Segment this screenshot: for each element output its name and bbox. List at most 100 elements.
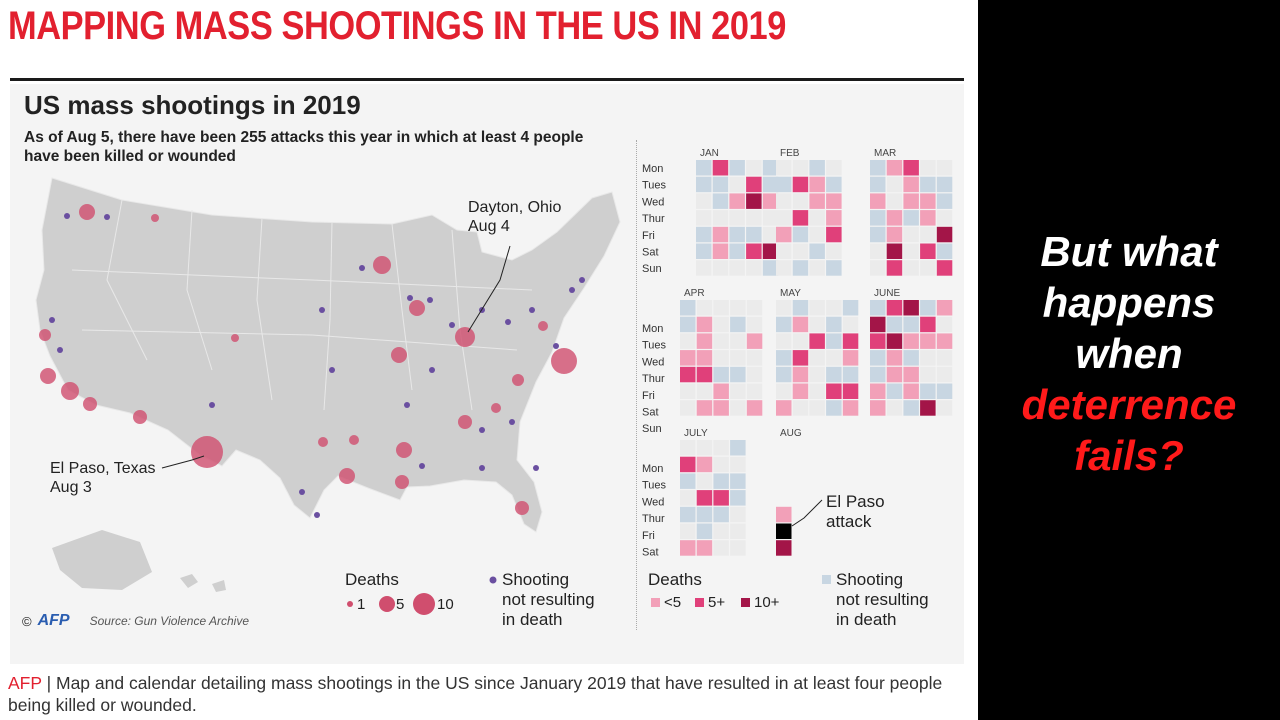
infographic-subtitle: As of Aug 5, there have been 255 attacks… xyxy=(24,129,584,165)
calendar-cell xyxy=(903,400,919,416)
map-dot-nonfatal xyxy=(427,297,433,303)
credit-line: © AFP Source: Gun Violence Archive xyxy=(22,612,249,630)
calendar-cell xyxy=(826,160,842,176)
cal-legend-gte10: 10+ xyxy=(754,594,780,611)
calendar-cell xyxy=(826,260,842,276)
calendar-cell xyxy=(809,383,825,399)
calendar-cell xyxy=(776,540,792,556)
calendar-cell xyxy=(696,473,713,489)
calendar-cell xyxy=(746,300,763,316)
calendar-cell xyxy=(920,193,936,209)
calendar-cell xyxy=(870,350,886,366)
calendar-cell xyxy=(936,300,953,316)
calendar-cell xyxy=(730,473,746,489)
calendar-cell xyxy=(870,400,886,416)
calendar-cell xyxy=(936,243,953,259)
calendar-cell xyxy=(680,490,696,506)
calendar-cell xyxy=(713,350,729,366)
calendar-cell xyxy=(870,366,886,383)
map-dot-fatal xyxy=(61,382,79,400)
calendar-cell xyxy=(809,260,825,276)
map-dot-nonfatal xyxy=(505,319,511,325)
calendar-month-label: APR xyxy=(684,288,705,299)
side-line-3: when xyxy=(1075,330,1183,377)
map-dot-nonfatal xyxy=(299,489,305,495)
hawaii-shape xyxy=(180,574,226,592)
calendar-cell xyxy=(809,316,825,333)
calendar-cell xyxy=(920,243,936,259)
calendar-cell xyxy=(903,210,919,226)
calendar-cell xyxy=(762,243,779,259)
map-dot-nonfatal xyxy=(49,317,55,323)
calendar-day-label: Tues xyxy=(642,480,667,492)
map-dot-fatal xyxy=(40,368,56,384)
side-line-5: fails? xyxy=(1074,432,1184,479)
calendar-cell xyxy=(746,210,762,226)
calendar-cell xyxy=(936,350,953,366)
calendar-cell xyxy=(826,316,842,333)
calendar-cell xyxy=(842,300,859,316)
copyright-symbol: © xyxy=(22,613,32,629)
calendar-cell xyxy=(762,260,779,276)
calendar-cell xyxy=(886,260,903,276)
calendar-cell xyxy=(903,300,919,316)
calendar-cell xyxy=(920,316,936,333)
map-dot-fatal xyxy=(409,300,425,316)
calendar-cell xyxy=(696,383,713,399)
elpaso-note: El Paso attack xyxy=(826,492,885,532)
legend-bubble-10 xyxy=(413,593,435,615)
calendar-cell xyxy=(680,440,696,456)
calendar-grid: Mon Tues Wed Thur Fri Sat Sun Mon Tues Wed Thur Fri… xyxy=(642,148,953,559)
calendar-cell xyxy=(826,226,842,243)
calendar-cell xyxy=(696,366,713,383)
calendar-cell xyxy=(712,160,729,176)
calendar-cell xyxy=(936,176,953,193)
calendar-cell xyxy=(776,400,792,416)
calendar-cell xyxy=(920,366,936,383)
map-legend-1: 1 xyxy=(357,596,366,613)
calendar-cell xyxy=(936,210,953,226)
calendar-cell xyxy=(729,260,745,276)
calendar-day-label: Thur xyxy=(642,213,665,225)
calendar-cell xyxy=(826,176,842,193)
calendar-day-label: Tues xyxy=(642,340,667,352)
map-dot-fatal xyxy=(395,475,409,489)
calendar-cell xyxy=(713,456,729,473)
map-dot-fatal xyxy=(373,256,391,274)
elpaso-label-date: Aug 3 xyxy=(50,479,92,496)
side-line-2: happens xyxy=(1042,279,1216,326)
calendar-cell xyxy=(870,176,886,193)
map-dot-nonfatal xyxy=(329,367,335,373)
calendar-cell xyxy=(886,333,903,349)
calendar-cell xyxy=(696,160,712,176)
map-dot-nonfatal xyxy=(419,463,425,469)
calendar-cell xyxy=(809,193,825,209)
calendar-cell xyxy=(842,400,859,416)
alaska-shape xyxy=(52,530,152,590)
calendar-cell xyxy=(762,226,779,243)
calendar-cell xyxy=(730,300,746,316)
calendar-cell xyxy=(826,300,842,316)
calendar-cell xyxy=(903,243,919,259)
calendar-cell xyxy=(792,243,809,259)
calendar-cell xyxy=(809,366,825,383)
map-dot-fatal xyxy=(551,348,577,374)
calendar-cell xyxy=(680,333,696,349)
calendar-day-label: Sun xyxy=(642,423,662,435)
calendar-cell xyxy=(826,350,842,366)
us-map xyxy=(35,177,621,592)
calendar-cell xyxy=(903,260,919,276)
calendar-cell xyxy=(696,540,713,556)
calendar-cell xyxy=(886,243,903,259)
source-credit: Source: Gun Violence Archive xyxy=(89,614,250,628)
map-dot-fatal xyxy=(515,501,529,515)
calendar-cell xyxy=(696,193,712,209)
calendar-cell xyxy=(792,226,809,243)
map-dot-fatal xyxy=(391,347,407,363)
elpaso-leader-line xyxy=(161,455,205,469)
calendar-cell xyxy=(730,366,746,383)
calendar-cell xyxy=(730,490,746,506)
calendar-cell xyxy=(680,540,696,556)
calendar-day-label: Sun xyxy=(642,263,662,275)
map-legend-nonfatal-dot xyxy=(489,576,497,584)
